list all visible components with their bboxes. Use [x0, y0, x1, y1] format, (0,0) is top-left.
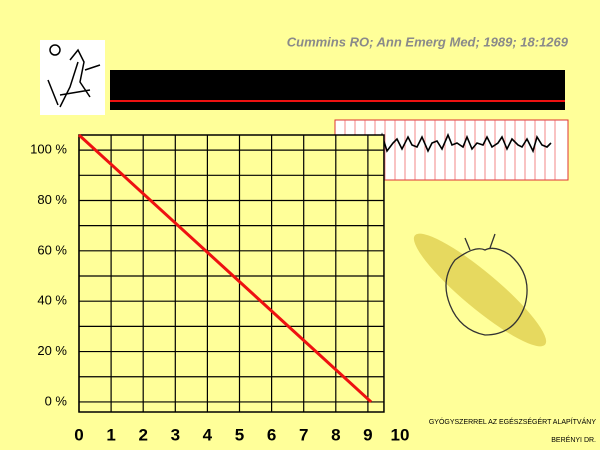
x-tick-label: 0: [74, 425, 83, 444]
x-tick-label: 10: [391, 425, 410, 444]
header-bar: [110, 70, 565, 110]
x-tick-label: 1: [106, 425, 115, 444]
x-tick-label: 9: [363, 425, 372, 444]
x-tick-label: 4: [203, 425, 213, 444]
footer-foundation: GYÓGYSZERREL AZ EGÉSZSÉGÉRT ALAPÍTVÁNY: [429, 417, 596, 426]
x-tick-label: 2: [138, 425, 147, 444]
y-tick-label: 20 %: [37, 343, 67, 358]
y-tick-label: 80 %: [37, 192, 67, 207]
x-tick-label: 3: [171, 425, 180, 444]
footer-author: BERÉNYI DR.: [551, 435, 596, 444]
x-tick-label: 7: [299, 425, 308, 444]
heart-illustration: [413, 233, 547, 347]
y-tick-label: 60 %: [37, 242, 67, 257]
x-tick-label: 8: [331, 425, 340, 444]
y-tick-label: 40 %: [37, 293, 67, 308]
y-tick-label: 100 %: [30, 142, 67, 157]
x-tick-label: 5: [235, 425, 244, 444]
x-tick-label: 6: [267, 425, 276, 444]
sketch-icon: [40, 40, 105, 115]
reference: Cummins RO; Ann Emerg Med; 1989; 18:1269: [287, 34, 569, 49]
y-tick-label: 0 %: [45, 393, 68, 408]
data-line: [77, 133, 373, 404]
